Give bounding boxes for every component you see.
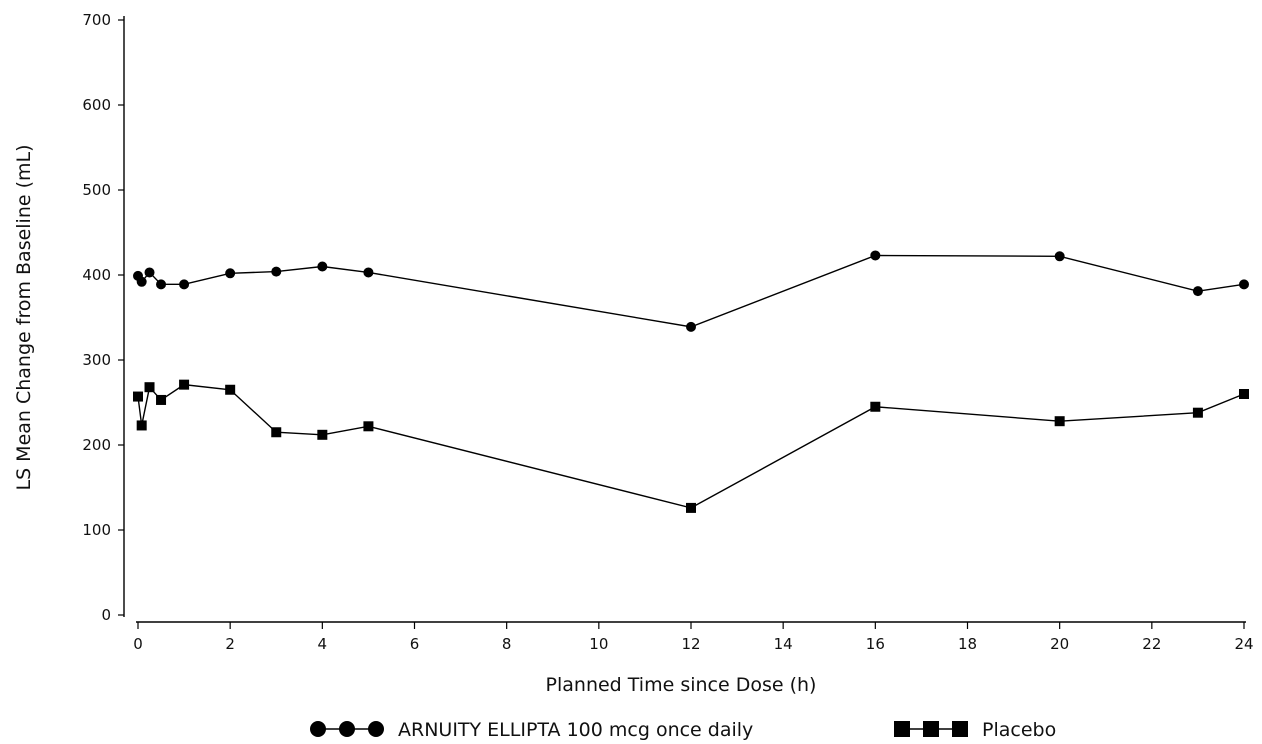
placebo-data-point <box>156 394 167 405</box>
arnuity-data-point <box>136 276 147 287</box>
arnuity-data-point <box>271 266 282 277</box>
legend-square-marker <box>952 721 968 737</box>
legend: ARNUITY ELLIPTA 100 mcg once daily Place… <box>310 719 1056 741</box>
series-arnuity <box>133 250 1249 332</box>
legend-circle-marker <box>339 721 355 737</box>
x-tick-label: 0 <box>133 635 143 653</box>
y-tick-label: 100 <box>82 521 111 539</box>
x-tick-label: 24 <box>1234 635 1253 653</box>
legend-label-arnuity: ARNUITY ELLIPTA 100 mcg once daily <box>398 719 753 741</box>
x-tick-label: 22 <box>1142 635 1161 653</box>
series-placebo <box>133 379 1249 513</box>
placebo-data-point <box>1054 416 1065 427</box>
arnuity-data-point <box>317 261 328 272</box>
x-tick-label: 4 <box>318 635 328 653</box>
x-tick-label: 14 <box>774 635 793 653</box>
y-tick-label: 0 <box>101 606 111 624</box>
legend-circle-marker <box>368 721 384 737</box>
placebo-data-point <box>870 401 881 412</box>
arnuity-data-point <box>156 279 167 290</box>
series-layer <box>133 250 1249 513</box>
placebo-data-point <box>363 421 374 432</box>
placebo-data-point <box>225 384 236 395</box>
placebo-series-line <box>137 383 1245 509</box>
y-tick-label: 500 <box>82 181 111 199</box>
placebo-data-point <box>144 382 155 393</box>
y-tick-label: 300 <box>82 351 111 369</box>
x-tick-label: 2 <box>225 635 235 653</box>
legend-item-arnuity: ARNUITY ELLIPTA 100 mcg once daily <box>310 719 753 741</box>
y-tick-label: 400 <box>82 266 111 284</box>
x-tick-label: 12 <box>681 635 700 653</box>
placebo-data-point <box>136 420 147 431</box>
y-tick-label: 700 <box>82 11 111 29</box>
y-tick-label: 600 <box>82 96 111 114</box>
legend-square-marker <box>923 721 939 737</box>
arnuity-data-point <box>870 250 881 261</box>
x-tick-label: 8 <box>502 635 512 653</box>
x-tick-label: 16 <box>866 635 885 653</box>
placebo-data-point <box>133 391 143 402</box>
x-tick-label: 18 <box>958 635 977 653</box>
y-axis-title: LS Mean Change from Baseline (mL) <box>13 144 35 490</box>
placebo-data-point <box>317 429 328 440</box>
placebo-data-point <box>1239 389 1249 399</box>
legend-item-placebo: Placebo <box>894 719 1056 741</box>
legend-label-placebo: Placebo <box>982 719 1056 741</box>
y-tick-label: 200 <box>82 436 111 454</box>
y-axis-ticks: 0 100 200 300 400 500 600 700 <box>82 11 124 624</box>
x-axis-title: Planned Time since Dose (h) <box>546 674 817 696</box>
placebo-data-point <box>1192 407 1203 418</box>
arnuity-data-point <box>686 321 696 332</box>
legend-circle-marker <box>310 721 326 737</box>
legend-swatch-circle-markers <box>310 721 384 737</box>
arnuity-data-point <box>363 267 374 278</box>
arnuity-data-point <box>1239 279 1249 290</box>
arnuity-data-point <box>1054 251 1065 262</box>
arnuity-data-point <box>225 268 236 279</box>
legend-swatch-square-markers <box>894 721 968 737</box>
placebo-data-point <box>179 379 190 390</box>
x-tick-label: 6 <box>410 635 420 653</box>
arnuity-data-point <box>1192 286 1203 297</box>
arnuity-series-line <box>137 254 1245 328</box>
placebo-data-point <box>686 502 696 513</box>
x-axis-ticks: 0 2 4 6 8 10 12 14 16 18 20 22 24 <box>133 622 1254 653</box>
arnuity-data-point <box>144 267 155 278</box>
placebo-data-point <box>271 427 282 438</box>
arnuity-data-point <box>179 279 190 290</box>
legend-square-marker <box>894 721 910 737</box>
x-tick-label: 10 <box>589 635 608 653</box>
x-tick-label: 20 <box>1050 635 1069 653</box>
